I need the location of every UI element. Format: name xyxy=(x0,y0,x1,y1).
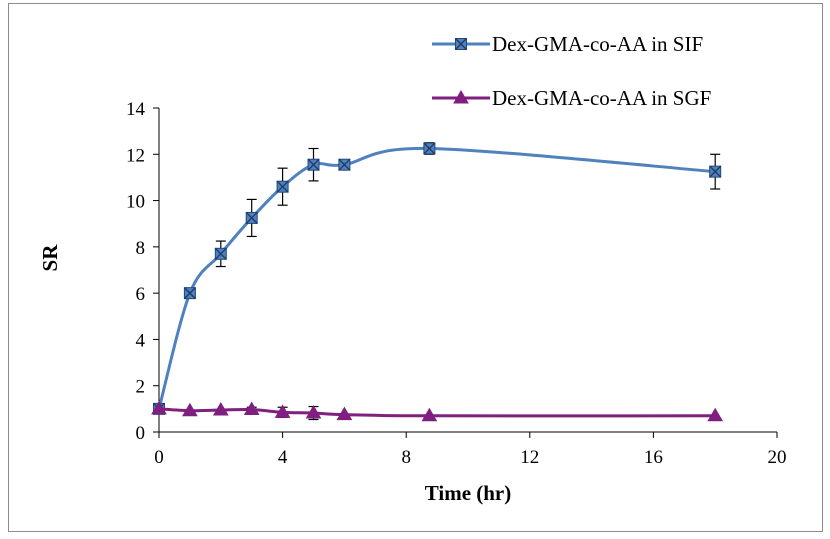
data-point xyxy=(709,165,722,178)
data-point xyxy=(707,407,724,422)
y-tick-label: 8 xyxy=(136,238,146,259)
data-point xyxy=(276,180,289,193)
data-point xyxy=(336,406,353,421)
x-axis-ticks: 0 4 8 12 16 20 xyxy=(154,432,787,468)
series-sif xyxy=(153,142,722,415)
legend-label-sgf: Dex-GMA-co-AA in SGF xyxy=(492,86,711,110)
x-tick-label: 20 xyxy=(768,447,787,468)
data-point xyxy=(245,211,258,224)
y-tick-label: 12 xyxy=(126,145,145,166)
marker-cross-line xyxy=(709,165,722,178)
data-point xyxy=(421,407,438,422)
marker-cross-line xyxy=(423,142,436,155)
marker-cross-line xyxy=(245,211,258,224)
legend-label-sif: Dex-GMA-co-AA in SIF xyxy=(492,32,703,56)
series-sgf xyxy=(151,400,724,422)
data-point xyxy=(182,402,198,417)
data-point xyxy=(423,142,436,155)
chart-area xyxy=(8,3,823,532)
marker-cross-line xyxy=(214,247,227,260)
series-line xyxy=(158,407,716,418)
y-axis-ticks: 0 2 4 6 8 10 12 14 xyxy=(126,99,159,444)
y-tick-label: 0 xyxy=(136,423,146,444)
data-point xyxy=(214,247,227,260)
x-tick-label: 0 xyxy=(154,447,164,468)
data-point xyxy=(305,405,322,419)
legend: Dex-GMA-co-AA in SIF Dex-GMA-co-AA in SG… xyxy=(432,32,711,110)
data-point xyxy=(212,402,229,416)
x-tick-label: 16 xyxy=(644,447,663,468)
marker-cross-line xyxy=(455,38,467,50)
series-line xyxy=(157,146,716,410)
legend-marker xyxy=(453,90,469,104)
marker-cross-line xyxy=(307,158,320,171)
y-tick-label: 14 xyxy=(126,99,146,120)
axes xyxy=(158,108,777,433)
data-point xyxy=(243,401,260,416)
legend-item-sgf: Dex-GMA-co-AA in SGF xyxy=(432,86,711,110)
series-layer xyxy=(151,142,724,422)
marker-cross-line xyxy=(276,180,289,193)
legend-item-sif: Dex-GMA-co-AA in SIF xyxy=(432,32,703,56)
data-point xyxy=(307,158,320,171)
marker-cross-line xyxy=(338,158,351,171)
x-tick-label: 8 xyxy=(401,447,411,468)
y-tick-label: 10 xyxy=(126,192,145,213)
marker-cross-line xyxy=(183,287,196,300)
legend-marker xyxy=(455,38,467,50)
data-point xyxy=(274,404,291,418)
data-point xyxy=(338,158,351,171)
x-tick-label: 4 xyxy=(278,447,288,468)
data-point xyxy=(183,287,196,300)
x-axis-title: Time (hr) xyxy=(425,481,512,505)
y-tick-label: 2 xyxy=(136,377,146,398)
y-tick-label: 4 xyxy=(136,330,146,351)
data-point xyxy=(151,400,167,415)
y-tick-label: 6 xyxy=(136,284,146,305)
y-axis-title: SR xyxy=(38,244,62,272)
x-tick-label: 12 xyxy=(520,447,539,468)
